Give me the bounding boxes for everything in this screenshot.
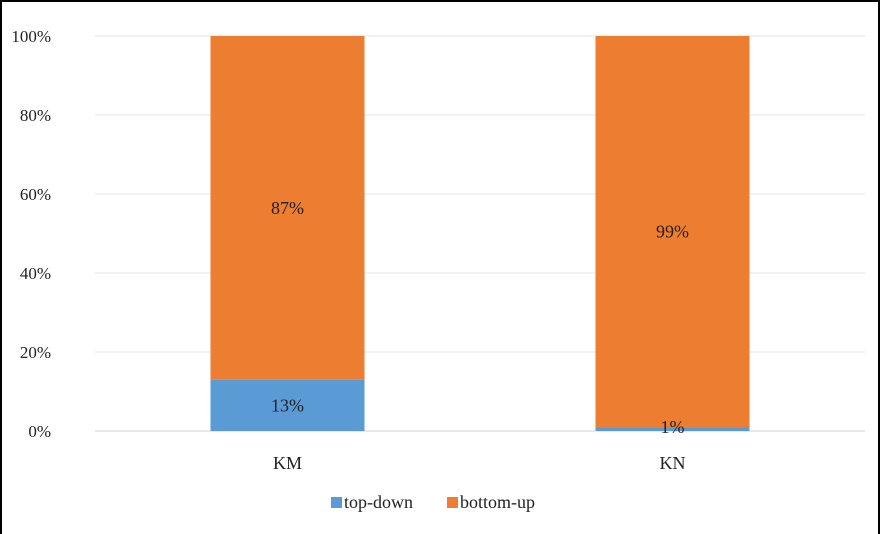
- data-label: 87%: [271, 198, 304, 218]
- data-labels: 13% 87% 1% 99%: [271, 198, 689, 437]
- bar-bottom-up-KN: [595, 36, 750, 428]
- y-tick-label: 40%: [20, 264, 51, 283]
- legend: top-down bottom-up: [331, 492, 535, 512]
- y-tick-label: 80%: [20, 106, 51, 125]
- legend-swatch-bottom-up: [447, 497, 458, 508]
- y-tick-label: 20%: [20, 343, 51, 362]
- legend-swatch-top-down: [331, 497, 342, 508]
- y-axis-ticks: 0% 20% 40% 60% 80% 100%: [11, 27, 51, 441]
- y-tick-label: 60%: [20, 185, 51, 204]
- data-label: 1%: [661, 417, 685, 437]
- bar-top-down-KM: [210, 379, 365, 431]
- bar-bottom-up-KM: [210, 36, 365, 380]
- data-label: 13%: [271, 395, 304, 415]
- data-label: 99%: [656, 222, 689, 242]
- legend-label: bottom-up: [460, 492, 535, 512]
- x-axis-categories: KM KN: [273, 453, 686, 473]
- bars: [210, 36, 750, 431]
- x-category-label: KN: [660, 453, 686, 473]
- legend-label: top-down: [344, 492, 413, 512]
- y-tick-label: 0%: [28, 422, 51, 441]
- bar-top-down-KN: [595, 427, 750, 431]
- x-category-label: KM: [273, 453, 302, 473]
- y-tick-label: 100%: [11, 27, 51, 46]
